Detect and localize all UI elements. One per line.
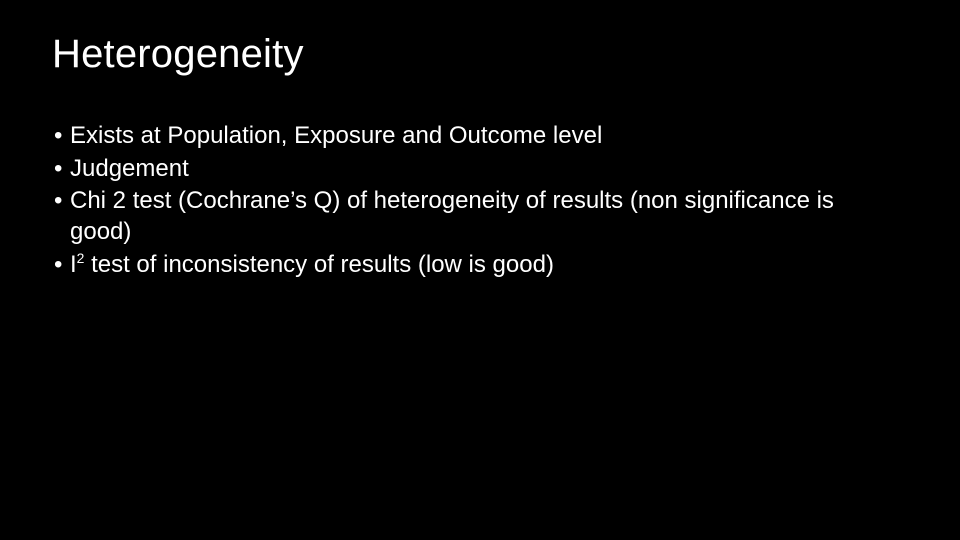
list-item: • Exists at Population, Exposure and Out…: [52, 121, 908, 152]
bullet-marker: •: [52, 186, 70, 217]
list-item: • I2 test of inconsistency of results (l…: [52, 250, 908, 281]
slide: Heterogeneity • Exists at Population, Ex…: [0, 0, 960, 540]
bullet-text: I2 test of inconsistency of results (low…: [70, 250, 908, 281]
slide-title: Heterogeneity: [52, 32, 908, 77]
list-item: • Chi 2 test (Cochrane’s Q) of heterogen…: [52, 186, 908, 247]
bullet-prefix: I: [70, 251, 77, 278]
bullet-marker: •: [52, 250, 70, 281]
bullet-marker: •: [52, 121, 70, 152]
bullet-marker: •: [52, 154, 70, 185]
list-item: • Judgement: [52, 154, 908, 185]
bullet-text: Exists at Population, Exposure and Outco…: [70, 121, 908, 152]
bullet-suffix: test of inconsistency of results (low is…: [84, 251, 554, 278]
bullet-text: Chi 2 test (Cochrane’s Q) of heterogenei…: [70, 186, 908, 247]
bullet-text: Judgement: [70, 154, 908, 185]
bullet-list: • Exists at Population, Exposure and Out…: [52, 121, 908, 283]
